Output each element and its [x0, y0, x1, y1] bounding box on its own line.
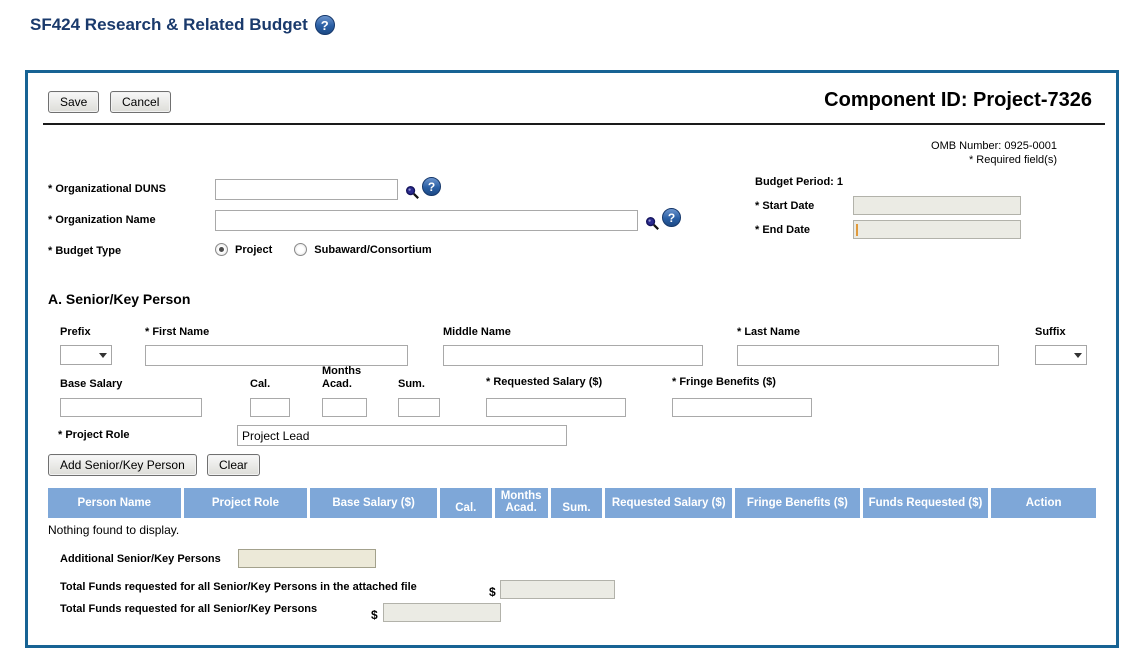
- budget-type-subaward-radio[interactable]: [294, 243, 308, 256]
- budget-period-label: Budget Period: 1: [755, 176, 844, 188]
- requested-salary-label: * Requested Salary ($): [486, 376, 603, 388]
- months-label: Months: [322, 365, 362, 377]
- page-title: SF424 Research & Related Budget: [30, 15, 308, 34]
- start-date-label: * Start Date: [755, 200, 815, 212]
- sum-months-input[interactable]: [398, 398, 440, 417]
- sum-label: Sum.: [398, 378, 425, 390]
- table-header-cell[interactable]: Person Name: [48, 488, 181, 518]
- end-date-input: [853, 220, 1021, 239]
- total-attached-file-input: [500, 580, 615, 599]
- table-empty-message: Nothing found to display.: [48, 523, 180, 537]
- page-help-icon[interactable]: ?: [314, 15, 335, 35]
- total-all-persons-label: Total Funds requested for all Senior/Key…: [60, 603, 318, 615]
- table-header-cell[interactable]: Base Salary ($): [310, 488, 437, 518]
- omb-number: OMB Number: 0925-0001: [931, 140, 1057, 152]
- chevron-down-icon: [1074, 353, 1082, 358]
- end-date-label: * End Date: [755, 224, 811, 236]
- first-name-input[interactable]: [145, 345, 408, 366]
- start-date-input: [853, 196, 1021, 215]
- cancel-button[interactable]: Cancel: [110, 91, 172, 113]
- base-salary-label: Base Salary: [60, 378, 123, 390]
- total-currency-symbol: $: [371, 608, 378, 622]
- table-header-cell[interactable]: Months Acad.: [494, 488, 548, 518]
- budget-type-radio-group: Project Subaward/Consortium: [215, 243, 432, 256]
- middle-name-label: Middle Name: [443, 326, 511, 338]
- section-a-heading: A. Senior/Key Person: [48, 291, 191, 307]
- table-header-cell[interactable]: Requested Salary ($): [605, 488, 733, 518]
- clear-button[interactable]: Clear: [207, 454, 260, 476]
- save-button[interactable]: Save: [48, 91, 100, 113]
- cal-label: Cal.: [250, 378, 271, 390]
- last-name-label: * Last Name: [737, 326, 800, 338]
- header-divider: [43, 123, 1105, 125]
- requested-salary-input[interactable]: [486, 398, 626, 417]
- budget-type-project-label[interactable]: Project: [235, 243, 273, 256]
- table-header-cell[interactable]: Fringe Benefits ($): [735, 488, 860, 518]
- acad-label: Acad.: [322, 378, 352, 390]
- organization-help-icon[interactable]: ?: [662, 208, 681, 227]
- additional-senior-key-persons-input[interactable]: [238, 549, 376, 568]
- end-date-caret: [856, 224, 858, 236]
- organizational-duns-label: * Organizational DUNS: [48, 183, 166, 195]
- table-header-cell[interactable]: Project Role: [183, 488, 308, 518]
- fringe-benefits-input[interactable]: [672, 398, 812, 417]
- page-header: SF424 Research & Related Budget ?: [30, 15, 335, 35]
- organization-name-input[interactable]: [215, 210, 638, 231]
- senior-key-person-table-header: Person Name Project Role Base Salary ($) Ca…: [48, 488, 1096, 518]
- prefix-label: Prefix: [60, 326, 91, 338]
- last-name-input[interactable]: [737, 345, 999, 366]
- component-id: Component ID: Project-7326: [824, 89, 1092, 111]
- cal-months-input[interactable]: [250, 398, 290, 417]
- first-name-label: * First Name: [145, 326, 210, 338]
- budget-type-subaward-label[interactable]: Subaward/Consortium: [314, 243, 432, 256]
- project-role-input[interactable]: [237, 425, 567, 446]
- middle-name-input[interactable]: [443, 345, 703, 366]
- add-senior-key-person-button[interactable]: Add Senior/Key Person: [48, 454, 197, 476]
- chevron-down-icon: [99, 353, 107, 358]
- required-note: * Required field(s): [968, 154, 1057, 166]
- base-salary-input[interactable]: [60, 398, 202, 417]
- acad-months-input[interactable]: [322, 398, 367, 417]
- budget-type-label: * Budget Type: [48, 245, 122, 257]
- suffix-label: Suffix: [1035, 326, 1066, 338]
- budget-type-project-radio[interactable]: [215, 243, 228, 256]
- duns-search-icon[interactable]: [405, 185, 420, 200]
- omb-block: OMB Number: 0925-0001 * Required field(s…: [931, 139, 1057, 167]
- table-header-cell[interactable]: Sum.: [550, 488, 603, 518]
- project-role-label: * Project Role: [58, 429, 130, 441]
- total-attached-file-label: Total Funds requested for all Senior/Key…: [60, 581, 417, 593]
- organizational-duns-input[interactable]: [215, 179, 398, 200]
- total-all-persons-input: [383, 603, 501, 622]
- organization-search-icon[interactable]: [645, 216, 660, 231]
- table-header-cell[interactable]: Action: [991, 488, 1096, 518]
- additional-senior-key-persons-label: Additional Senior/Key Persons: [60, 553, 221, 565]
- suffix-select[interactable]: [1035, 345, 1087, 365]
- organization-name-label: * Organization Name: [48, 214, 156, 226]
- budget-form-panel: Save Cancel Component ID: Project-7326 O…: [25, 70, 1119, 648]
- attached-currency-symbol: $: [489, 585, 496, 599]
- prefix-select[interactable]: [60, 345, 112, 365]
- fringe-benefits-label: * Fringe Benefits ($): [672, 376, 776, 388]
- table-header-cell[interactable]: Funds Requested ($): [862, 488, 989, 518]
- table-header-cell[interactable]: Cal.: [439, 488, 492, 518]
- duns-help-icon[interactable]: ?: [422, 177, 441, 196]
